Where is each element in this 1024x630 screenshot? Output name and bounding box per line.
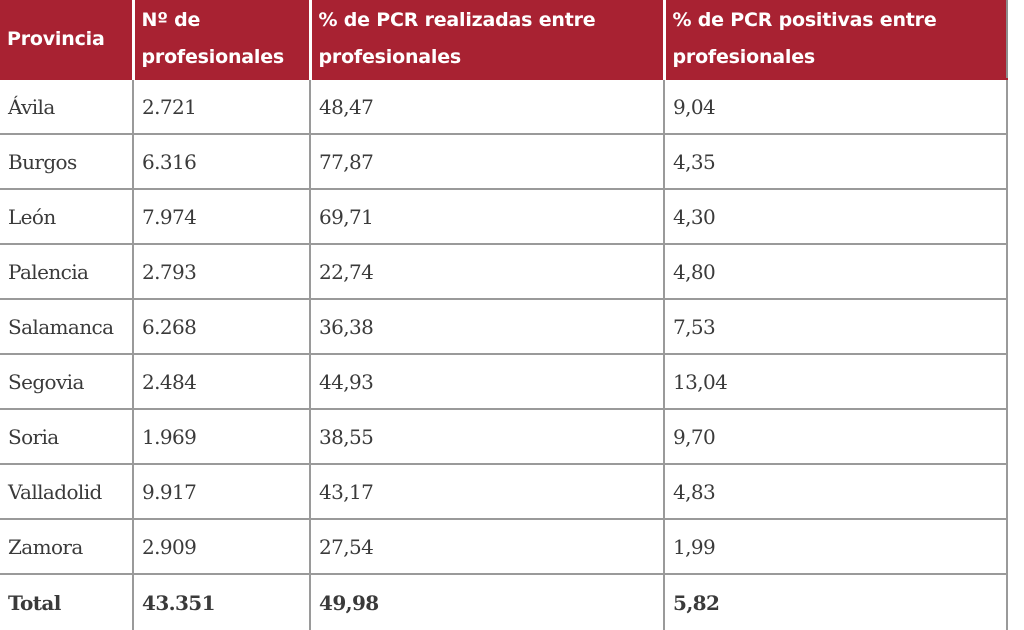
cell-profesionales: 1.969 [132, 408, 311, 465]
table-row: Palencia 2.793 22,74 4,80 [0, 243, 1008, 300]
cell-pcr-positivas: 9,70 [663, 408, 1008, 465]
header-pcr-positivas: % de PCR positivas entre profesionales [662, 0, 1008, 80]
cell-pcr-realizadas: 27,54 [309, 518, 665, 575]
header-provincia: Provincia [0, 0, 135, 80]
cell-pcr-positivas: 13,04 [663, 353, 1008, 410]
cell-profesionales: 2.721 [132, 78, 311, 135]
header-num-profesionales: Nº de profesionales [131, 0, 312, 80]
total-profesionales: 43.351 [132, 573, 311, 630]
total-pcr-positivas: 5,82 [663, 573, 1008, 630]
cell-provincia: Segovia [0, 353, 134, 410]
table-header-row: Provincia Nº de profesionales % de PCR r… [0, 0, 1008, 80]
table-row: Soria 1.969 38,55 9,70 [0, 408, 1008, 465]
table-row: León 7.974 69,71 4,30 [0, 188, 1008, 245]
table-row: Burgos 6.316 77,87 4,35 [0, 133, 1008, 190]
cell-profesionales: 7.974 [132, 188, 311, 245]
cell-pcr-realizadas: 77,87 [309, 133, 665, 190]
cell-provincia: Palencia [0, 243, 134, 300]
cell-profesionales: 2.793 [132, 243, 311, 300]
cell-provincia: Soria [0, 408, 134, 465]
cell-pcr-positivas: 9,04 [663, 78, 1008, 135]
cell-pcr-realizadas: 44,93 [309, 353, 665, 410]
cell-pcr-realizadas: 69,71 [309, 188, 665, 245]
cell-pcr-positivas: 4,80 [663, 243, 1008, 300]
total-label: Total [0, 573, 134, 630]
cell-pcr-positivas: 4,30 [663, 188, 1008, 245]
cell-profesionales: 2.909 [132, 518, 311, 575]
table-row: Salamanca 6.268 36,38 7,53 [0, 298, 1008, 355]
cell-provincia: Valladolid [0, 463, 134, 520]
cell-pcr-positivas: 4,35 [663, 133, 1008, 190]
table-total-row: Total 43.351 49,98 5,82 [0, 573, 1008, 630]
cell-pcr-positivas: 4,83 [663, 463, 1008, 520]
header-pcr-realizadas: % de PCR realizadas entre profesionales [308, 0, 666, 80]
cell-pcr-positivas: 1,99 [663, 518, 1008, 575]
total-pcr-realizadas: 49,98 [309, 573, 665, 630]
cell-provincia: Salamanca [0, 298, 134, 355]
cell-pcr-realizadas: 38,55 [309, 408, 665, 465]
table-row: Valladolid 9.917 43,17 4,83 [0, 463, 1008, 520]
cell-pcr-realizadas: 36,38 [309, 298, 665, 355]
cell-pcr-positivas: 7,53 [663, 298, 1008, 355]
cell-provincia: Zamora [0, 518, 134, 575]
cell-provincia: Burgos [0, 133, 134, 190]
table-row: Segovia 2.484 44,93 13,04 [0, 353, 1008, 410]
cell-provincia: Ávila [0, 78, 134, 135]
table-row: Ávila 2.721 48,47 9,04 [0, 78, 1008, 135]
cell-profesionales: 6.316 [132, 133, 311, 190]
cell-pcr-realizadas: 43,17 [309, 463, 665, 520]
cell-pcr-realizadas: 22,74 [309, 243, 665, 300]
table-row: Zamora 2.909 27,54 1,99 [0, 518, 1008, 575]
cell-provincia: León [0, 188, 134, 245]
cell-profesionales: 2.484 [132, 353, 311, 410]
cell-pcr-realizadas: 48,47 [309, 78, 665, 135]
cell-profesionales: 9.917 [132, 463, 311, 520]
cell-profesionales: 6.268 [132, 298, 311, 355]
